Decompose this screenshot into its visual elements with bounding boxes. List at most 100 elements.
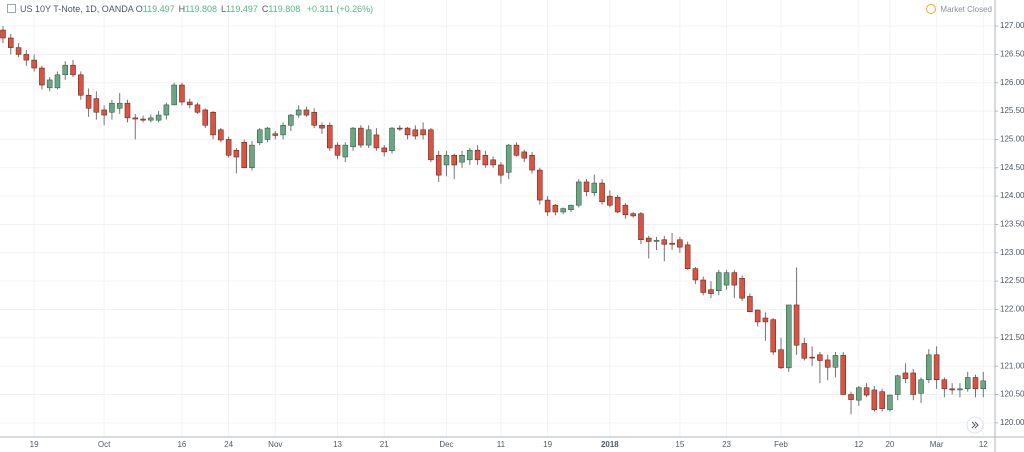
candle-body <box>708 289 714 294</box>
x-tick-label: 11 <box>497 440 506 449</box>
candle <box>15 43 22 58</box>
candle-body <box>109 102 115 113</box>
candle-body <box>949 388 955 391</box>
candle-body <box>638 213 644 241</box>
candle <box>186 98 193 109</box>
candle <box>786 304 792 372</box>
candle <box>8 34 14 55</box>
candle-body <box>288 114 294 126</box>
candle-body <box>412 129 419 137</box>
candle-body <box>529 155 535 171</box>
candle-body <box>397 127 403 130</box>
x-tick-label: Dec <box>439 440 453 449</box>
candle-body <box>894 375 901 395</box>
price-axis-bg <box>995 0 1024 452</box>
candle <box>544 196 551 216</box>
candle <box>428 128 434 163</box>
candle <box>778 337 784 369</box>
candle-body <box>754 309 761 323</box>
candle-body <box>116 102 123 109</box>
candle-body <box>155 114 162 121</box>
candle <box>334 142 341 160</box>
candle <box>163 102 170 120</box>
candle-body <box>941 379 948 390</box>
candle <box>179 82 185 106</box>
candle <box>54 71 61 90</box>
candle-body <box>451 155 457 166</box>
candle <box>902 363 909 384</box>
y-tick-label: 121.000 <box>1000 361 1024 370</box>
candle <box>311 108 317 129</box>
candle-body <box>910 372 917 395</box>
x-tick-label: 24 <box>224 440 233 449</box>
candle-body <box>210 111 216 136</box>
candle-body <box>879 391 885 409</box>
x-tick-label: 12 <box>854 440 863 449</box>
candle <box>607 190 613 208</box>
candle <box>319 122 325 134</box>
candle-body <box>840 355 846 395</box>
candle <box>552 204 559 216</box>
candle-body <box>731 272 738 286</box>
candle <box>482 150 489 168</box>
candle-body <box>863 387 870 396</box>
candle <box>645 235 652 259</box>
candle-body <box>568 204 574 210</box>
candle <box>264 126 271 143</box>
candle-body <box>809 356 815 359</box>
candle <box>46 77 53 92</box>
candle <box>770 317 776 355</box>
candle <box>505 143 512 180</box>
candle <box>817 351 823 384</box>
candle <box>957 383 963 398</box>
candle <box>467 147 473 165</box>
chart-header: US 10Y T-Note, 1D, OANDA O119.497 H119.80… <box>4 3 381 15</box>
scroll-icon <box>971 421 979 429</box>
candle <box>404 126 411 140</box>
candle <box>350 126 356 151</box>
candle-body <box>505 144 512 173</box>
ohlc-label: C <box>261 4 269 14</box>
candle <box>218 128 224 143</box>
candle-body <box>225 139 232 156</box>
candle <box>630 211 636 218</box>
candle <box>856 385 862 406</box>
candle <box>358 125 364 148</box>
candle-body <box>404 127 411 136</box>
candle-body <box>964 377 971 390</box>
candle-body <box>980 380 987 390</box>
candle <box>498 162 504 184</box>
candle-body <box>202 109 209 126</box>
candle <box>716 269 722 296</box>
candle <box>887 394 893 412</box>
x-tick-label: 12 <box>979 440 988 449</box>
candle-body <box>327 125 333 149</box>
candle <box>848 391 854 415</box>
candle-body <box>856 387 862 401</box>
candle <box>879 388 885 412</box>
candle <box>964 371 971 392</box>
candle-body <box>373 134 380 149</box>
candle <box>692 266 699 284</box>
candle <box>435 150 442 182</box>
candle <box>521 149 528 163</box>
candle-body <box>264 127 271 140</box>
candle-body <box>614 196 621 213</box>
candle-body <box>256 129 263 144</box>
candle <box>731 269 738 299</box>
candle-body <box>389 127 395 152</box>
candle <box>980 371 987 398</box>
candle-body <box>358 127 364 146</box>
candle-body <box>124 102 131 119</box>
candle <box>171 82 177 106</box>
candle <box>109 99 115 120</box>
candle <box>272 130 279 140</box>
candle <box>295 105 302 118</box>
y-tick-label: 120.000 <box>1000 418 1024 427</box>
collapse-icon[interactable] <box>7 4 16 13</box>
market-status: Market Closed <box>926 4 992 14</box>
y-tick-label: 125.000 <box>1000 135 1024 144</box>
candle-body <box>474 149 481 161</box>
